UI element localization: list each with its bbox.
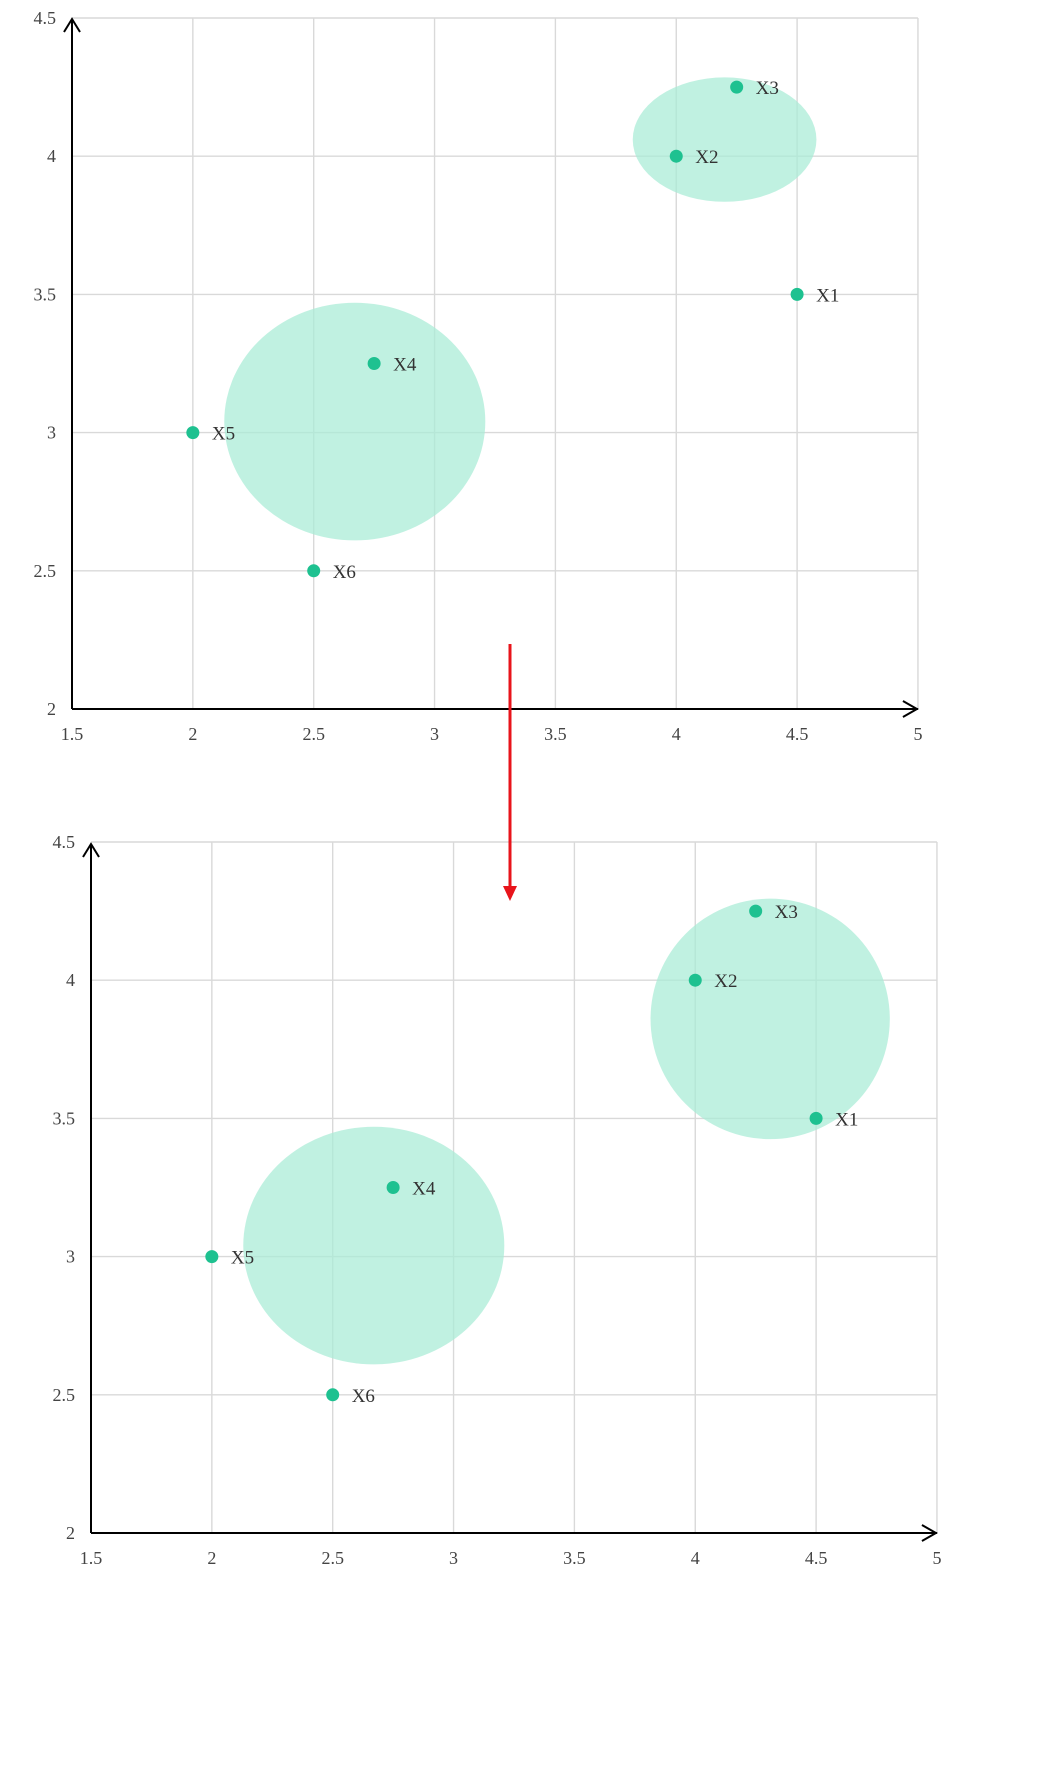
arrow-head (503, 886, 517, 901)
data-point-x4 (386, 1181, 400, 1194)
x-axis-arrowhead (902, 700, 919, 718)
y-tick-label: 4 (66, 970, 75, 990)
y-tick-label: 4.5 (34, 8, 57, 28)
point-label-x6: X6 (352, 1386, 375, 1407)
y-tick-label: 2 (47, 699, 56, 719)
data-point-x5 (205, 1250, 219, 1264)
cluster-ellipse (650, 898, 890, 1140)
point-label-x5: X5 (231, 1248, 254, 1269)
x-tick-label: 4 (672, 724, 681, 744)
x-tick-label: 5 (932, 1548, 941, 1568)
x-tick-label: 2 (188, 724, 197, 744)
cluster-ellipse (243, 1126, 505, 1365)
x-tick-label: 2.5 (321, 1548, 344, 1568)
point-label-x2: X2 (714, 971, 737, 992)
point-label-x4: X4 (412, 1179, 436, 1200)
point-label-x1: X1 (835, 1109, 858, 1130)
x-tick-label: 3 (430, 724, 439, 744)
x-tick-label: 3.5 (544, 724, 567, 744)
point-label-x6: X6 (333, 562, 356, 583)
y-tick-label: 3 (47, 423, 56, 443)
y-tick-label: 2.5 (34, 561, 57, 581)
point-label-x3: X3 (775, 902, 798, 923)
x-tick-label: 4.5 (805, 1548, 828, 1568)
y-axis-arrowhead (63, 17, 81, 33)
data-point-x6 (307, 564, 321, 578)
y-tick-label: 3 (66, 1247, 75, 1267)
transition-arrow (503, 644, 517, 901)
y-tick-label: 4 (47, 146, 56, 166)
data-point-x5 (186, 426, 200, 440)
x-tick-label: 2 (207, 1548, 216, 1568)
x-tick-label: 1.5 (80, 1548, 103, 1568)
cluster-ellipse (632, 77, 817, 202)
point-label-x3: X3 (756, 78, 779, 99)
y-tick-label: 3.5 (34, 284, 57, 304)
point-label-x5: X5 (212, 424, 235, 445)
data-point-x6 (326, 1388, 340, 1402)
data-point-x2 (669, 149, 683, 163)
point-label-x4: X4 (393, 355, 417, 376)
x-tick-label: 2.5 (302, 724, 325, 744)
point-label-x2: X2 (695, 147, 718, 168)
x-tick-label: 1.5 (61, 724, 84, 744)
y-tick-label: 3.5 (53, 1108, 76, 1128)
x-tick-label: 3.5 (563, 1548, 586, 1568)
x-tick-label: 4.5 (786, 724, 809, 744)
data-point-x2 (688, 973, 702, 987)
data-point-x1 (809, 1111, 823, 1125)
y-tick-label: 4.5 (53, 832, 76, 852)
y-tick-label: 2.5 (53, 1385, 76, 1405)
y-tick-label: 2 (66, 1523, 75, 1543)
data-point-x3 (730, 80, 744, 94)
x-tick-label: 4 (691, 1548, 700, 1568)
data-point-x4 (367, 357, 381, 370)
data-point-x1 (790, 287, 804, 301)
x-axis-arrowhead (921, 1524, 938, 1542)
data-point-x3 (749, 904, 763, 918)
cluster-ellipse (224, 302, 486, 541)
point-label-x1: X1 (816, 285, 839, 306)
y-axis-arrowhead (82, 842, 100, 858)
x-tick-label: 5 (913, 724, 922, 744)
x-tick-label: 3 (449, 1548, 458, 1568)
